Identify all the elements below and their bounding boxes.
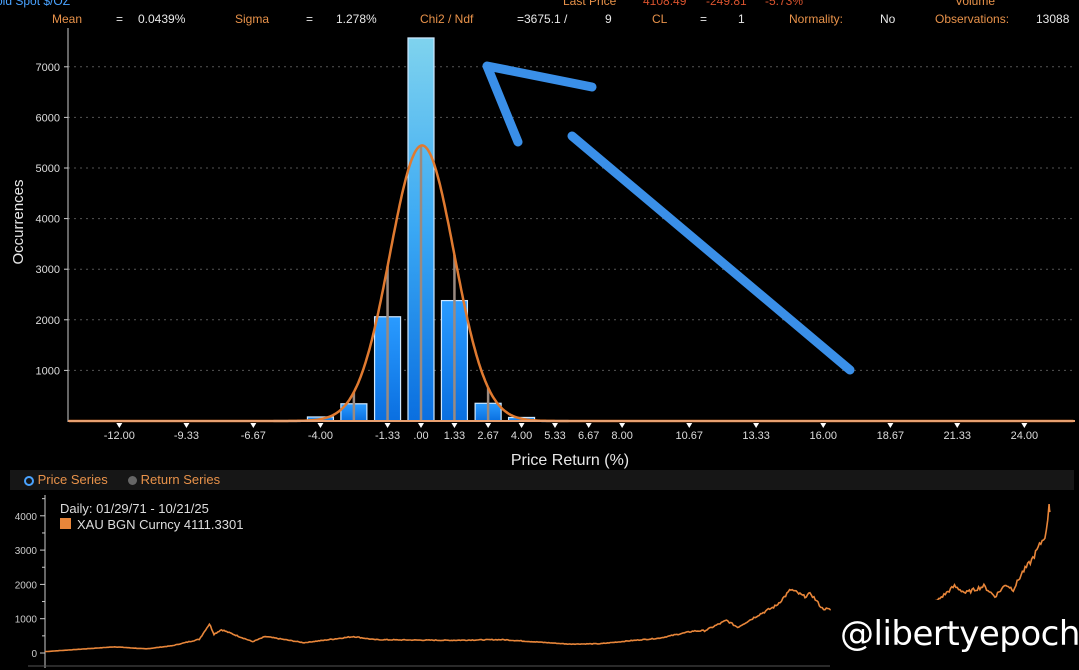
histogram-chart: 1000 2000 3000 4000 5000 6000 7000 -12.00 -9.33 -…: [10, 28, 1075, 469]
y-tick-label: 2000: [36, 315, 60, 327]
gridlines: [68, 66, 1075, 371]
x-tick-label: 8.00: [611, 430, 632, 442]
legend-series-name: XAU BGN Curncy 4111.3301: [77, 517, 243, 532]
price-chart: 0 1000 2000 3000 4000 Daily: 01/29/71 - 10/2…: [15, 495, 1051, 668]
x-tick-label: -4.00: [308, 430, 333, 442]
price-y-tick-label: 0: [31, 649, 37, 660]
chi2-label: Chi2 / Ndf: [420, 12, 474, 26]
x-tick: [619, 423, 626, 428]
x-tick: [518, 423, 525, 428]
x-tick: [485, 423, 492, 428]
mean-label: Mean: [52, 12, 83, 26]
last-price-value: 4108.49: [643, 0, 687, 8]
x-tick: [317, 423, 324, 428]
x-tick-label: -12.00: [104, 430, 135, 442]
ndf-value: 9: [605, 12, 612, 26]
x-tick-label: 2.67: [477, 430, 498, 442]
x-tick-label: -1.33: [375, 430, 400, 442]
x-tick-label: 6.67: [578, 430, 599, 442]
radio-unselected-icon: [128, 476, 137, 486]
y-tick-label: 1000: [36, 365, 60, 377]
price-y-tick-label: 4000: [15, 512, 38, 523]
radio-selected-icon: [24, 475, 34, 486]
x-tick-label: 21.33: [943, 430, 971, 442]
y-tick-label: 5000: [36, 163, 60, 175]
x-tick-label: -6.67: [241, 430, 266, 442]
x-tick: [820, 423, 827, 428]
price-change: -249.81: [706, 0, 747, 8]
normality-value: No: [880, 12, 896, 26]
sigma-value: 1.278%: [336, 12, 377, 26]
y-axis-label: Occurrences: [10, 179, 27, 264]
x-tick: [384, 423, 391, 428]
x-tick: [183, 423, 190, 428]
y-tick-label: 4000: [36, 214, 60, 226]
tab-return-series[interactable]: Return Series: [128, 472, 220, 487]
arrow-shaft: [567, 131, 855, 375]
price-y-tick-label: 1000: [15, 615, 38, 626]
x-tick: [551, 423, 558, 428]
series-tabs: Price Series Return Series: [10, 470, 1074, 490]
x-tick-label: 13.33: [742, 430, 770, 442]
x-tick: [116, 423, 123, 428]
price-y-tick-label: 2000: [15, 580, 38, 591]
sigma-eq: =: [306, 12, 314, 26]
tab-price-series[interactable]: Price Series: [24, 472, 108, 487]
last-price-label: Last Price: [563, 0, 617, 8]
x-tick-label: 16.00: [809, 430, 837, 442]
axes: 1000 2000 3000 4000 5000 6000 7000 -12.00 -9.33 -…: [36, 28, 1075, 442]
x-tick: [250, 423, 257, 428]
cl-value: 1: [738, 12, 745, 26]
x-tick: [451, 423, 458, 428]
normality-label: Normality:: [789, 12, 844, 26]
legend-swatch: [60, 518, 71, 529]
chi2-value: =3675.1 /: [517, 12, 568, 26]
x-axis-label: Price Return (%): [511, 452, 629, 469]
price-y-tick-label: 3000: [15, 546, 38, 557]
observations-value: 13088: [1036, 12, 1070, 26]
arrow-head: [482, 61, 597, 147]
price-axes: 0 1000 2000 3000 4000: [15, 495, 830, 668]
tab-price-series-label: Price Series: [37, 472, 108, 487]
x-tick: [585, 423, 592, 428]
x-tick-label: 4.00: [511, 430, 532, 442]
volume-label: Volume: [955, 0, 996, 8]
mean-eq: =: [116, 12, 124, 26]
mean-value: 0.0439%: [138, 12, 186, 26]
x-tick: [1021, 423, 1028, 428]
tab-return-series-label: Return Series: [140, 472, 221, 487]
price-change-pct: -5.73%: [765, 0, 804, 8]
x-tick-label: 24.00: [1011, 430, 1039, 442]
x-tick-label: 1.33: [444, 430, 465, 442]
security-name: old Spot $/OZ: [0, 0, 71, 8]
x-tick-label: 18.67: [877, 430, 905, 442]
x-tick-label: .00: [413, 430, 428, 442]
price-chart-title: Daily: 01/29/71 - 10/21/25: [60, 501, 209, 516]
x-tick: [954, 423, 961, 428]
observations-label: Observations:: [935, 12, 1010, 26]
annotation-arrow: [482, 61, 855, 375]
y-tick-label: 3000: [36, 264, 60, 276]
cl-eq: =: [700, 12, 708, 26]
sigma-label: Sigma: [235, 12, 270, 26]
x-tick-label: -9.33: [174, 430, 199, 442]
y-tick-label: 6000: [36, 112, 60, 124]
x-tick-label: 5.33: [544, 430, 565, 442]
y-tick-label: 7000: [36, 62, 60, 74]
cl-label: CL: [652, 12, 668, 26]
fit-curve: [69, 144, 1074, 423]
watermark: @libertyepoch: [830, 600, 1079, 670]
x-tick: [753, 423, 760, 428]
x-tick: [887, 423, 894, 428]
x-tick-label: 10.67: [675, 430, 703, 442]
normal-fit: [69, 144, 1074, 423]
watermark-text: @libertyepoch: [840, 614, 1079, 654]
x-tick: [686, 423, 693, 428]
x-tick: [418, 423, 424, 428]
